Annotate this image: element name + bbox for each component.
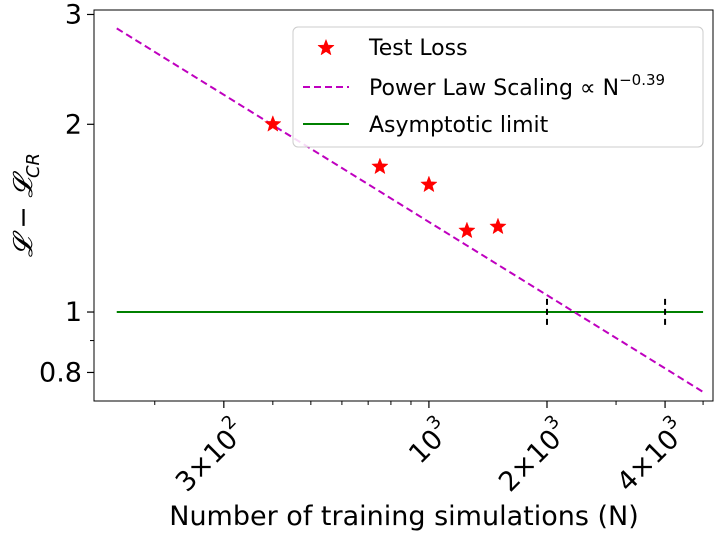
y-axis-label-sub: CR [23,153,44,178]
x-tick-label-main: 3×10 [170,424,244,498]
test-loss-point [264,115,282,132]
legend-label-asymptotic: Asymptotic limit [369,113,549,138]
legend-label-test-loss: Test Loss [368,36,468,61]
power-law-line [116,27,704,393]
x-tick-label: 103 [399,411,458,470]
x-axis-label: Number of training simulations (N) [169,501,639,532]
legend-label-power-law-main: Power Law Scaling ∝ N [369,76,619,101]
legend-star-marker [317,38,335,56]
test-loss-point [420,175,438,193]
series-layer [116,27,704,393]
x-minor-ticks [154,401,704,405]
legend-label-power-law-exp: −0.39 [619,71,665,89]
y-tick-label: 1 [65,297,82,328]
svg-text:𝓛 − 𝓛CR: 𝓛 − 𝓛CR [8,153,44,257]
y-tick-label: 2 [65,109,82,140]
y-tick-label: 0.8 [39,357,82,388]
legend-label-power-law: Power Law Scaling ∝ N−0.39 [369,71,665,101]
x-tick-label-main: 4×10 [611,424,685,498]
y-tick-label: 3 [65,0,82,30]
y-axis-label-main: 𝓛 − 𝓛 [8,171,39,257]
legend-box [292,26,704,148]
x-tick-label: 2×103 [489,411,576,498]
test-loss-point [371,157,389,175]
x-tick-label-main: 2×10 [493,424,567,498]
legend-star-icon [317,38,335,56]
x-tick-label: 4×103 [607,411,694,498]
x-tick-label-main: 10 [403,424,449,470]
x-tick-label: 3×102 [165,411,252,498]
test-loss-point [458,221,476,239]
y-axis-ticks: 0.8 1 2 3 [39,0,94,388]
x-axis-ticks: 3×102 103 2×103 4×103 [165,401,694,498]
legend: Test Loss Power Law Scaling ∝ N−0.39 Asy… [292,26,704,148]
test-loss-point [489,217,507,235]
y-axis-label: 𝓛 − 𝓛CR [8,153,44,257]
